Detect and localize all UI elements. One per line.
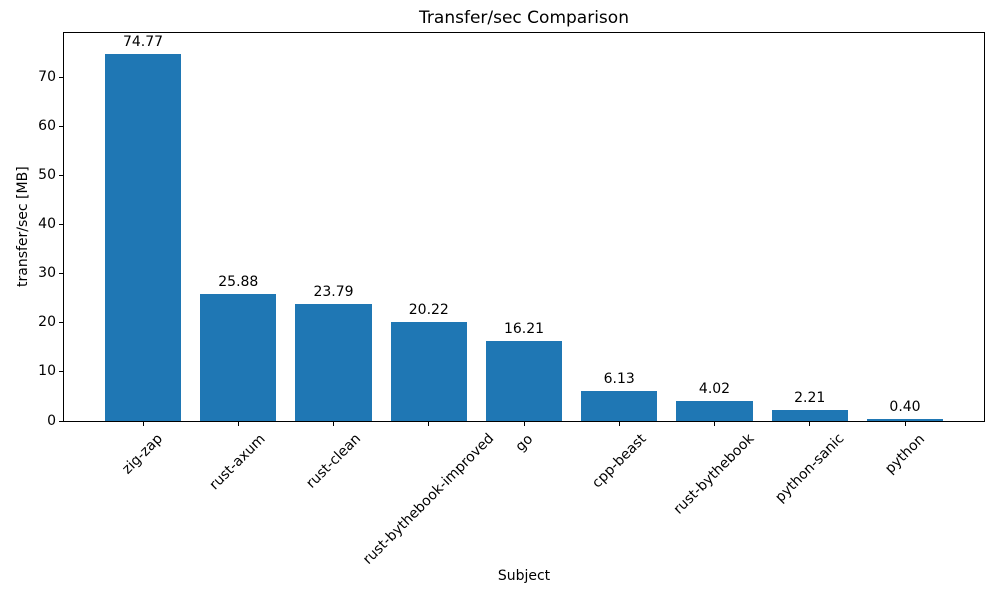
- chart-title: Transfer/sec Comparison: [419, 8, 629, 28]
- x-tick-label: cpp-beast: [588, 430, 650, 492]
- chart-bar: [104, 53, 182, 421]
- bar-value-label: 23.79: [313, 284, 354, 301]
- bar-value-label: 2.21: [794, 390, 826, 407]
- x-tick-mark: [904, 422, 906, 426]
- y-tick-mark: [59, 420, 63, 422]
- x-axis-label: Subject: [497, 568, 551, 584]
- x-tick-label: zig-zap: [119, 430, 166, 478]
- y-tick-label: 30: [38, 265, 56, 281]
- bar-value-label: 20.22: [408, 301, 449, 318]
- x-tick-mark: [618, 422, 620, 426]
- y-tick-label: 50: [38, 167, 56, 183]
- y-tick-label: 10: [38, 363, 56, 379]
- y-tick-label: 20: [38, 314, 56, 330]
- y-tick-mark: [59, 273, 63, 275]
- y-tick-mark: [59, 322, 63, 324]
- x-tick-label: rust-bythebook-improved: [359, 430, 498, 569]
- x-tick-mark: [142, 422, 144, 426]
- chart-bar: [676, 401, 753, 421]
- y-tick-label: 60: [38, 118, 56, 134]
- x-tick-label: python-sanic: [771, 430, 848, 507]
- chart-bar: [295, 304, 372, 421]
- x-tick-mark: [237, 422, 239, 426]
- x-tick-mark: [333, 422, 334, 426]
- x-tick-mark: [428, 422, 430, 426]
- x-tick-mark: [714, 422, 715, 426]
- bar-value-label: 74.77: [122, 33, 164, 50]
- y-tick-label: 0: [47, 413, 56, 429]
- x-tick-mark: [523, 422, 525, 426]
- bar-value-label: 0.40: [889, 399, 921, 415]
- y-tick-mark: [59, 76, 63, 78]
- y-tick-mark: [59, 224, 63, 225]
- chart-bar: [390, 321, 467, 421]
- x-tick-label: rust-clean: [302, 430, 364, 492]
- bar-value-label: 6.13: [603, 370, 635, 387]
- bar-value-label: 16.21: [503, 321, 545, 338]
- x-tick-label: go: [512, 430, 536, 455]
- chart-bar: [200, 293, 277, 421]
- chart-bar: [581, 390, 658, 421]
- y-tick-mark: [59, 174, 63, 176]
- y-tick-label: 70: [38, 69, 56, 85]
- y-tick-label: 40: [38, 216, 56, 232]
- chart-bar: [866, 419, 944, 421]
- x-tick-label: rust-bythebook: [670, 431, 758, 518]
- y-tick-mark: [59, 125, 63, 127]
- chart-bar: [771, 410, 848, 421]
- x-tick-label: rust-axum: [206, 431, 269, 494]
- x-tick-mark: [809, 422, 811, 426]
- x-tick-label: python: [881, 430, 928, 477]
- chart-bar: [485, 341, 563, 421]
- bar-value-label: 25.88: [218, 273, 259, 290]
- y-tick-mark: [59, 371, 63, 373]
- bar-value-label: 4.02: [698, 381, 731, 398]
